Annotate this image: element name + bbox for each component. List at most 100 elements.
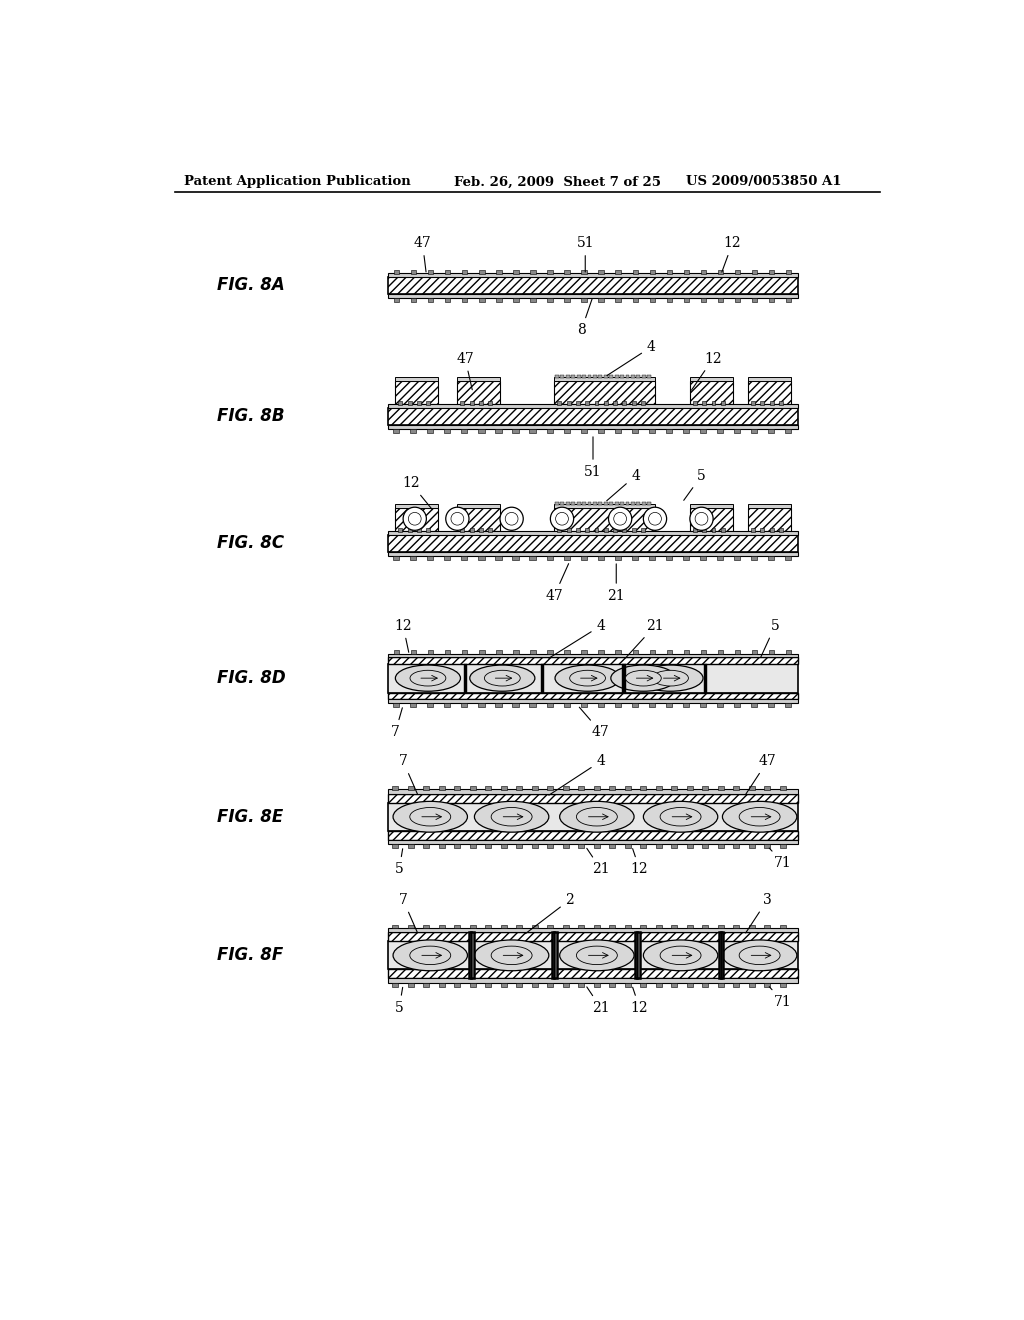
Bar <box>666 429 672 433</box>
Bar <box>547 429 553 433</box>
Text: 5: 5 <box>395 987 403 1015</box>
Bar <box>764 845 770 849</box>
Bar <box>547 983 554 987</box>
Bar <box>761 401 764 405</box>
Bar <box>690 378 732 381</box>
Bar <box>395 378 438 381</box>
Ellipse shape <box>410 671 445 686</box>
Bar <box>566 401 570 405</box>
Bar <box>625 785 631 789</box>
Bar <box>623 401 627 405</box>
Bar <box>496 556 502 560</box>
Bar <box>582 271 587 275</box>
Bar <box>485 924 492 928</box>
Bar <box>779 528 783 532</box>
Bar <box>388 657 799 664</box>
Text: 71: 71 <box>769 986 792 1008</box>
Bar <box>470 528 474 532</box>
Bar <box>579 785 585 789</box>
Bar <box>700 429 707 433</box>
Bar <box>410 556 417 560</box>
Bar <box>516 785 522 789</box>
Bar <box>609 845 615 849</box>
Text: 51: 51 <box>584 437 602 479</box>
Ellipse shape <box>550 507 573 531</box>
Bar <box>632 556 638 560</box>
Bar <box>488 528 493 532</box>
Bar <box>751 528 755 532</box>
Bar <box>461 401 464 405</box>
Bar <box>734 702 740 706</box>
Bar <box>395 381 438 404</box>
Bar <box>547 702 553 706</box>
Bar <box>470 983 476 987</box>
Bar <box>609 502 613 506</box>
Text: 3: 3 <box>745 892 772 933</box>
Text: 4: 4 <box>549 754 605 795</box>
Bar <box>779 845 786 849</box>
Bar <box>479 528 483 532</box>
Bar <box>718 651 723 655</box>
Bar <box>438 845 445 849</box>
Bar <box>529 702 536 706</box>
Text: 12: 12 <box>691 351 722 391</box>
Text: FIG. 8D: FIG. 8D <box>217 669 286 688</box>
Bar <box>531 983 538 987</box>
Bar <box>479 651 484 655</box>
Bar <box>785 702 792 706</box>
Bar <box>388 664 799 693</box>
Bar <box>718 271 723 275</box>
Bar <box>388 830 799 840</box>
Bar <box>461 702 467 706</box>
Bar <box>768 702 774 706</box>
Bar <box>615 298 621 302</box>
Text: 7: 7 <box>391 708 402 739</box>
Bar <box>501 785 507 789</box>
Bar <box>764 924 770 928</box>
Bar <box>649 556 655 560</box>
Bar <box>749 983 755 987</box>
Bar <box>566 502 569 506</box>
Ellipse shape <box>492 946 532 965</box>
Bar <box>571 375 575 378</box>
Ellipse shape <box>445 507 469 531</box>
Bar <box>718 924 724 928</box>
Bar <box>734 429 740 433</box>
Bar <box>751 429 758 433</box>
Bar <box>392 924 398 928</box>
Bar <box>749 845 755 849</box>
Bar <box>642 502 646 506</box>
Bar <box>458 508 500 531</box>
Bar <box>388 552 799 556</box>
Bar <box>717 429 723 433</box>
Bar <box>479 271 484 275</box>
Text: 21: 21 <box>587 987 609 1015</box>
Bar <box>690 508 732 531</box>
Bar <box>718 298 723 302</box>
Bar <box>683 429 689 433</box>
Bar <box>712 401 716 405</box>
Text: 4: 4 <box>606 469 640 500</box>
Text: Feb. 26, 2009  Sheet 7 of 25: Feb. 26, 2009 Sheet 7 of 25 <box>454 176 660 189</box>
Bar <box>614 502 618 506</box>
Bar <box>748 378 791 381</box>
Bar <box>423 924 429 928</box>
Bar <box>621 375 624 378</box>
Bar <box>609 375 613 378</box>
Bar <box>768 429 774 433</box>
Bar <box>672 785 678 789</box>
Bar <box>615 271 621 275</box>
Bar <box>516 924 522 928</box>
Text: 21: 21 <box>626 619 664 657</box>
Text: FIG. 8E: FIG. 8E <box>217 808 284 826</box>
Bar <box>575 401 580 405</box>
Bar <box>461 528 464 532</box>
Bar <box>388 294 799 298</box>
Bar <box>392 983 398 987</box>
Ellipse shape <box>492 808 532 826</box>
Ellipse shape <box>577 808 617 826</box>
Bar <box>563 785 569 789</box>
Bar <box>438 983 445 987</box>
Bar <box>408 401 412 405</box>
Bar <box>672 983 678 987</box>
